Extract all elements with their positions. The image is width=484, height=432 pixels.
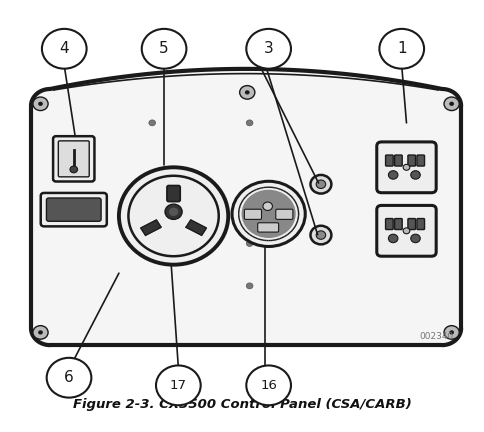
Polygon shape	[140, 220, 161, 235]
Circle shape	[119, 167, 228, 265]
Text: 3: 3	[263, 41, 273, 56]
Circle shape	[310, 226, 331, 245]
Circle shape	[388, 171, 397, 179]
Circle shape	[33, 97, 48, 111]
Circle shape	[402, 164, 409, 170]
Circle shape	[246, 365, 290, 405]
FancyBboxPatch shape	[41, 193, 106, 226]
Circle shape	[310, 175, 331, 194]
Text: Figure 2-3. CX3500 Control Panel (CSA/CARB): Figure 2-3. CX3500 Control Panel (CSA/CA…	[73, 398, 411, 411]
Circle shape	[316, 180, 325, 188]
Circle shape	[231, 181, 304, 247]
Circle shape	[244, 90, 249, 95]
Circle shape	[165, 204, 182, 219]
FancyBboxPatch shape	[53, 136, 94, 181]
FancyBboxPatch shape	[376, 142, 435, 193]
Circle shape	[262, 202, 272, 210]
Circle shape	[246, 283, 253, 289]
Circle shape	[38, 102, 43, 106]
Circle shape	[168, 207, 178, 216]
Circle shape	[410, 171, 420, 179]
Circle shape	[42, 29, 87, 69]
Text: 16: 16	[260, 379, 276, 392]
Text: 1: 1	[396, 41, 406, 56]
FancyBboxPatch shape	[394, 219, 401, 229]
FancyBboxPatch shape	[407, 155, 415, 166]
Text: 5: 5	[159, 41, 168, 56]
FancyBboxPatch shape	[407, 219, 415, 229]
Circle shape	[443, 97, 458, 111]
Circle shape	[38, 330, 43, 334]
Circle shape	[141, 29, 186, 69]
Circle shape	[156, 365, 200, 405]
Polygon shape	[31, 69, 460, 345]
Circle shape	[316, 231, 325, 239]
Circle shape	[448, 330, 453, 334]
FancyBboxPatch shape	[416, 155, 424, 166]
FancyBboxPatch shape	[385, 219, 393, 229]
Polygon shape	[186, 220, 206, 235]
Circle shape	[246, 120, 253, 126]
FancyBboxPatch shape	[166, 185, 180, 202]
Text: 17: 17	[169, 379, 186, 392]
Circle shape	[70, 166, 77, 173]
Circle shape	[378, 29, 423, 69]
Circle shape	[46, 358, 91, 397]
FancyBboxPatch shape	[385, 155, 393, 166]
Circle shape	[410, 234, 420, 243]
Circle shape	[246, 241, 253, 247]
Circle shape	[443, 326, 458, 339]
Circle shape	[388, 234, 397, 243]
Circle shape	[448, 102, 453, 106]
Circle shape	[246, 29, 290, 69]
FancyBboxPatch shape	[46, 198, 101, 221]
Circle shape	[149, 120, 155, 126]
FancyBboxPatch shape	[376, 206, 435, 256]
Circle shape	[402, 228, 409, 234]
FancyBboxPatch shape	[58, 141, 89, 177]
FancyBboxPatch shape	[416, 219, 424, 229]
FancyBboxPatch shape	[244, 209, 261, 219]
FancyBboxPatch shape	[257, 223, 278, 232]
Circle shape	[149, 241, 155, 247]
FancyBboxPatch shape	[275, 209, 292, 219]
Circle shape	[241, 190, 295, 238]
Circle shape	[33, 326, 48, 339]
Text: 6: 6	[64, 370, 74, 385]
Circle shape	[239, 86, 254, 99]
Text: 4: 4	[60, 41, 69, 56]
FancyBboxPatch shape	[394, 155, 401, 166]
Text: 002340: 002340	[419, 332, 453, 341]
